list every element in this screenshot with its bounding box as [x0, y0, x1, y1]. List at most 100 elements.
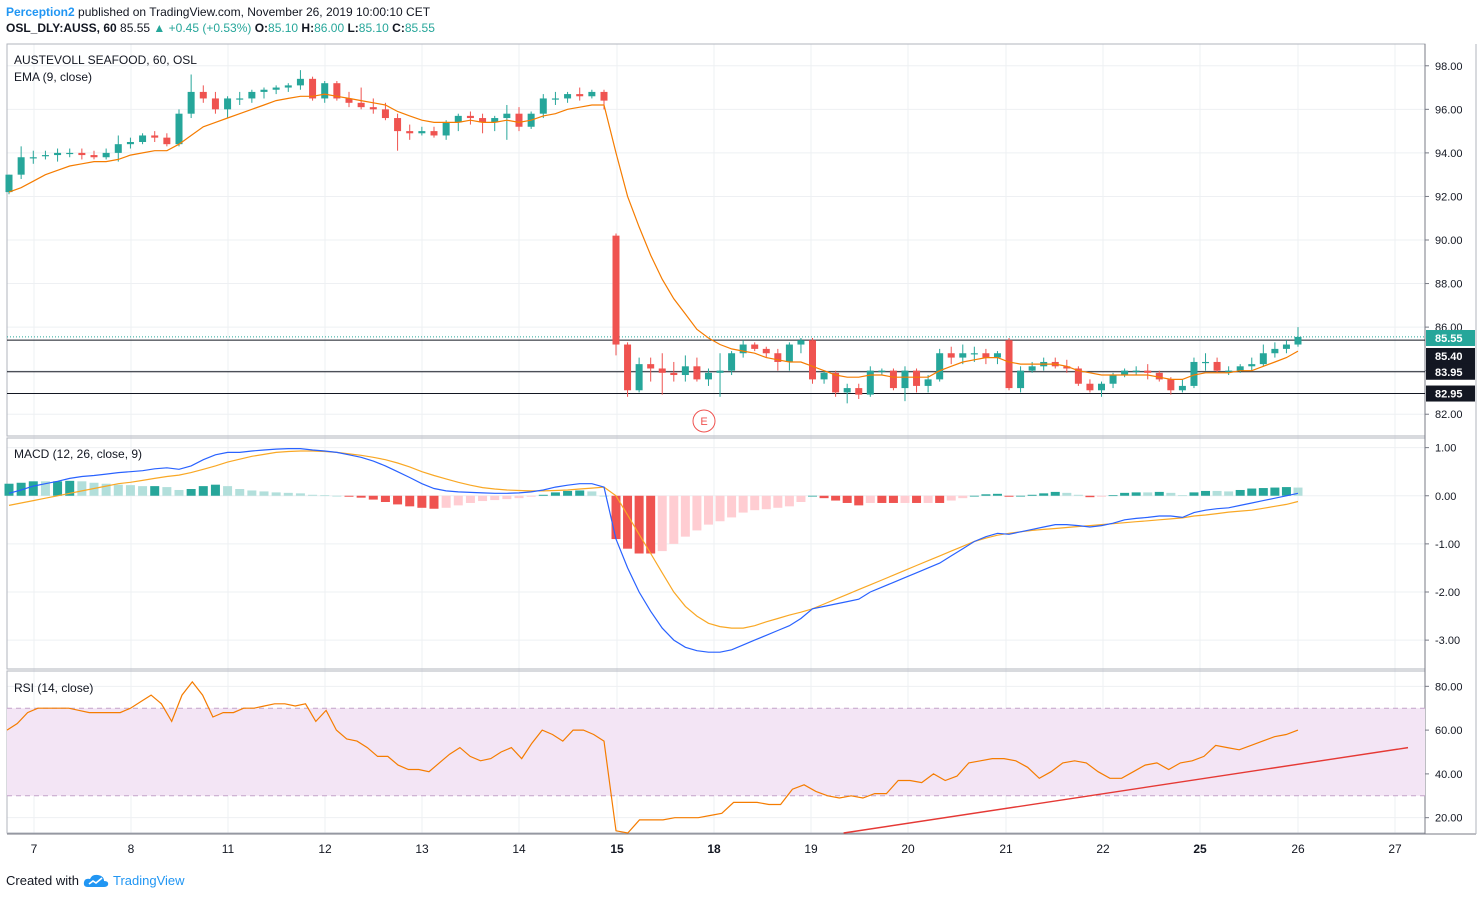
histogram-bar: [958, 495, 968, 499]
histogram-bar: [223, 486, 233, 496]
candle: [936, 348, 944, 382]
candle: [866, 366, 874, 397]
macd-pane: [4, 448, 1303, 653]
price-axis-label-box: [1426, 330, 1475, 346]
histogram-bar: [1131, 492, 1141, 496]
candle-body: [430, 131, 438, 136]
histogram-bar: [380, 495, 390, 503]
macd-legend[interactable]: MACD (12, 26, close, 9): [14, 447, 143, 461]
author-link[interactable]: Perception2: [6, 5, 75, 19]
candle: [430, 126, 438, 138]
candle-body: [658, 368, 666, 373]
candle: [889, 368, 897, 391]
histogram-bar: [969, 495, 979, 497]
candle-body: [1121, 370, 1129, 376]
price-axis-label: 82.95: [1426, 385, 1475, 402]
candle: [199, 85, 207, 103]
candle: [466, 111, 474, 125]
x-tick-label: 21: [999, 842, 1013, 856]
candle-body: [1063, 366, 1071, 369]
candle: [635, 357, 643, 393]
histogram-bar: [1293, 487, 1303, 496]
candle-body: [1005, 340, 1013, 389]
tradingview-brand[interactable]: TradingView: [112, 873, 185, 888]
candle-body: [1225, 370, 1233, 372]
event-marker-label: E: [700, 416, 707, 428]
published-text: published on TradingView.com, November 2…: [78, 5, 431, 19]
candle-body: [564, 94, 572, 99]
candle-body: [369, 107, 377, 110]
candle-body: [693, 366, 701, 380]
histogram-bar: [1247, 488, 1257, 496]
signal-line: [8, 450, 1299, 629]
histogram-bar: [344, 495, 354, 497]
macd-line: [8, 448, 1299, 653]
candle: [739, 340, 747, 358]
candle-body: [704, 372, 712, 380]
y-tick-label: 60.00: [1435, 725, 1463, 737]
histogram-bar: [332, 495, 342, 497]
candle: [588, 89, 596, 99]
histogram-bar: [1281, 487, 1291, 496]
candle-body: [418, 131, 426, 134]
candle: [515, 107, 523, 132]
candle: [982, 348, 990, 365]
histogram-bar: [657, 495, 667, 552]
candle-body: [751, 344, 759, 349]
x-tick-label: 18: [707, 842, 721, 856]
x-tick-label: 14: [512, 842, 526, 856]
candle: [658, 353, 666, 395]
histogram-bar: [16, 482, 26, 496]
main-series-legend[interactable]: AUSTEVOLL SEAFOOD, 60, OSL: [14, 53, 197, 67]
y-tick-label: 88.00: [1435, 279, 1463, 291]
candle-body: [1259, 353, 1267, 365]
candle: [1097, 381, 1105, 397]
candle-body: [442, 122, 450, 136]
candle-body: [889, 370, 897, 389]
candle-body: [1248, 364, 1256, 367]
histogram-bar: [40, 481, 50, 496]
candle: [321, 81, 329, 103]
ema-legend[interactable]: EMA (9, close): [14, 70, 93, 84]
histogram-bar: [715, 495, 725, 522]
candle: [1225, 366, 1233, 376]
symbol-label: OSL_DLY:AUSS, 60: [6, 21, 117, 35]
candle-body: [947, 353, 955, 358]
candle: [41, 150, 49, 160]
candle: [1155, 370, 1163, 382]
candle-body: [774, 353, 782, 362]
histogram-bar: [575, 490, 585, 496]
candle-body: [1236, 366, 1244, 371]
candle: [947, 346, 955, 365]
rsi-legend[interactable]: RSI (14, close): [14, 681, 94, 695]
histogram-bar: [1073, 494, 1083, 496]
candle-body: [913, 370, 921, 386]
histogram-bar: [77, 481, 87, 496]
price-axis-label-text: 83.95: [1435, 367, 1463, 379]
candle-body: [1132, 370, 1140, 372]
price-axis-label-text: 82.95: [1435, 389, 1463, 401]
candle-body: [1178, 385, 1186, 391]
histogram-bar: [247, 490, 257, 496]
candle: [762, 346, 770, 358]
y-tick-label: 92.00: [1435, 191, 1463, 203]
candle: [5, 174, 13, 195]
x-tick-label: 27: [1388, 842, 1402, 856]
histogram-bar: [680, 495, 690, 537]
event-marker-circle: [692, 409, 716, 433]
y-tick-label: 0.00: [1435, 491, 1456, 503]
candle: [539, 94, 547, 119]
histogram-bar: [1235, 489, 1245, 496]
candle-body: [716, 370, 724, 373]
histogram-bar: [89, 482, 99, 496]
candle-body: [785, 344, 793, 362]
histogram-bar: [703, 495, 713, 525]
candle: [797, 338, 805, 354]
candle-body: [66, 152, 74, 155]
price-axis-label-box: [1426, 348, 1475, 364]
ohlc-low: 85.10: [358, 21, 389, 35]
histogram-bar: [599, 495, 609, 497]
histogram-bar: [634, 495, 644, 554]
candle: [442, 120, 450, 140]
